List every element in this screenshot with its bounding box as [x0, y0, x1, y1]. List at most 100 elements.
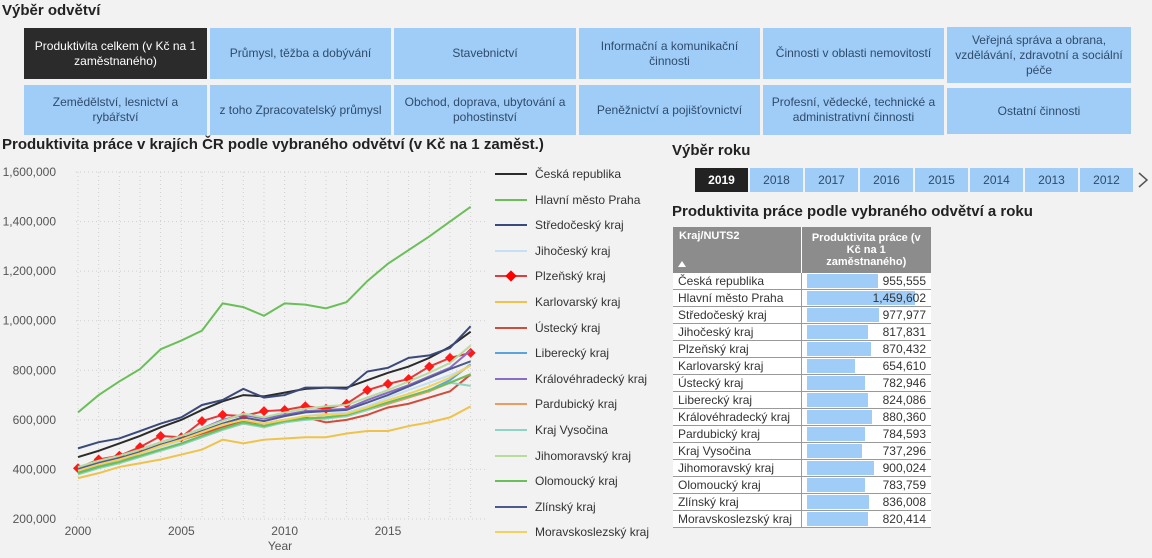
series-line — [77, 205, 472, 414]
region-name: Česká republika — [673, 273, 802, 290]
value-text: 870,432 — [882, 342, 926, 356]
chart-title: Produktivita práce v krajích ČR podle vy… — [2, 136, 544, 153]
data-point — [382, 378, 393, 389]
value-bar — [806, 478, 865, 492]
data-point — [279, 404, 290, 415]
table-row[interactable]: Česká republika 955,555 — [673, 273, 931, 290]
table-row[interactable]: Středočeský kraj 977,977 — [673, 306, 931, 324]
legend-label: Plzeňský kraj — [535, 269, 606, 284]
sector-button[interactable]: Zemědělství, lesnictví a rybářství — [24, 85, 207, 135]
table-row[interactable]: Královéhradecký kraj 880,360 — [673, 408, 931, 426]
y-tick-label: 800,000 — [13, 363, 57, 377]
data-point — [424, 361, 435, 372]
table-row[interactable]: Jihočeský kraj 817,831 — [673, 323, 931, 341]
legend-item[interactable]: Plzeňský kraj — [495, 266, 606, 286]
legend-item[interactable]: Olomoucký kraj — [495, 471, 618, 491]
productivity-value: 824,086 — [801, 391, 931, 409]
legend-item[interactable]: Moravskoslezský kraj — [495, 522, 649, 542]
productivity-value: 900,024 — [801, 459, 931, 477]
value-text: 820,414 — [882, 512, 926, 526]
table-row[interactable]: Liberecký kraj 824,086 — [673, 391, 931, 409]
value-bar — [806, 325, 868, 339]
legend-item[interactable]: Kraj Vysočina — [495, 420, 608, 440]
sector-button[interactable]: Peněžnictví a pojišťovnictví — [579, 85, 760, 135]
data-point — [341, 398, 352, 409]
legend-item[interactable]: Karlovarský kraj — [495, 292, 620, 312]
data-point — [362, 385, 373, 396]
sector-button[interactable]: Produktivita celkem (v Kč na 1 zaměstnan… — [24, 28, 207, 79]
table-row[interactable]: Hlavní město Praha 1,459,602 — [673, 289, 931, 307]
legend-swatch — [495, 480, 527, 483]
legend-item[interactable]: Liberecký kraj — [495, 343, 609, 363]
column-header-productivity[interactable]: Produktivita práce (v Kč na 1 zaměstnané… — [801, 227, 931, 273]
table-row[interactable]: Ústecký kraj 782,946 — [673, 374, 931, 392]
sector-button[interactable]: Profesní, vědecké, technické a administr… — [763, 85, 944, 135]
productivity-value: 880,360 — [801, 408, 931, 426]
table-row[interactable]: Plzeňský kraj 870,432 — [673, 340, 931, 358]
sector-button[interactable]: Ostatní činnosti — [947, 88, 1131, 134]
table-row[interactable]: Moravskoslezský kraj 820,414 — [673, 510, 931, 528]
year-heading: Výběr roku — [672, 142, 751, 159]
region-name: Středočeský kraj — [673, 306, 802, 324]
year-button-2014[interactable]: 2014 — [970, 168, 1023, 192]
year-button-2019[interactable]: 2019 — [695, 168, 748, 192]
year-button-2013[interactable]: 2013 — [1025, 168, 1078, 192]
sector-button[interactable]: Stavebnictví — [394, 28, 576, 79]
y-tick-label: 600,000 — [13, 413, 57, 427]
legend-swatch — [495, 352, 527, 355]
data-point — [320, 403, 331, 414]
legend-item[interactable]: Královéhradecký kraj — [495, 369, 647, 389]
year-button-2017[interactable]: 2017 — [805, 168, 858, 192]
value-bar — [806, 274, 878, 288]
legend-item[interactable]: Středočeský kraj — [495, 215, 624, 235]
chevron-right-icon[interactable] — [1136, 170, 1150, 190]
productivity-value: 955,555 — [801, 273, 931, 290]
x-tick-label: 2015 — [375, 524, 402, 538]
legend-item[interactable]: Česká republika — [495, 164, 621, 184]
sector-button[interactable]: Informační a komunikační činnosti — [579, 28, 760, 79]
sector-button[interactable]: Veřejná správa a obrana, vzdělávání, zdr… — [947, 27, 1131, 83]
legend-item[interactable]: Ústecký kraj — [495, 318, 600, 338]
region-name: Jihočeský kraj — [673, 323, 802, 341]
legend-item[interactable]: Pardubický kraj — [495, 394, 617, 414]
value-bar — [806, 512, 868, 526]
table-row[interactable]: Zlínský kraj 836,008 — [673, 493, 931, 511]
legend-item[interactable]: Zlínský kraj — [495, 497, 596, 517]
year-button-2012[interactable]: 2012 — [1080, 168, 1133, 192]
region-name: Pardubický kraj — [673, 425, 802, 443]
sector-button[interactable]: z toho Zpracovatelský průmysl — [210, 85, 391, 135]
legend-swatch — [495, 224, 527, 227]
sector-button[interactable]: Průmysl, těžba a dobývání — [210, 28, 391, 79]
legend-item[interactable]: Hlavní město Praha — [495, 190, 640, 210]
y-tick-label: 200,000 — [13, 512, 57, 526]
column-header-region[interactable]: Kraj/NUTS2 — [673, 227, 802, 273]
table-row[interactable]: Olomoucký kraj 783,759 — [673, 476, 931, 494]
x-tick-label: 2010 — [271, 524, 298, 538]
value-text: 1,459,602 — [872, 291, 926, 305]
legend-label: Pardubický kraj — [535, 397, 618, 412]
legend-swatch — [495, 377, 527, 380]
sector-button[interactable]: Obchod, doprava, ubytování a pohostinstv… — [394, 85, 576, 135]
sector-button[interactable]: Činnosti v oblasti nemovitostí — [763, 28, 944, 79]
year-button-2016[interactable]: 2016 — [860, 168, 913, 192]
value-text: 817,831 — [882, 325, 926, 339]
legend-item[interactable]: Jihočeský kraj — [495, 241, 610, 261]
legend-swatch — [495, 454, 527, 457]
region-name: Kraj Vysočina — [673, 442, 802, 460]
y-tick-label: 1,200,000 — [3, 264, 57, 278]
productivity-value: 836,008 — [801, 493, 931, 511]
table-row[interactable]: Jihomoravský kraj 900,024 — [673, 459, 931, 477]
legend-swatch — [495, 326, 527, 329]
table-row[interactable]: Karlovarský kraj 654,610 — [673, 357, 931, 375]
legend-label: Moravskoslezský kraj — [535, 525, 650, 540]
table-row[interactable]: Pardubický kraj 784,593 — [673, 425, 931, 443]
y-tick-label: 1,000,000 — [3, 314, 57, 328]
year-button-2018[interactable]: 2018 — [750, 168, 803, 192]
sort-up-icon[interactable] — [678, 258, 686, 270]
value-text: 880,360 — [882, 410, 926, 424]
legend-swatch — [495, 301, 527, 303]
year-button-2015[interactable]: 2015 — [915, 168, 968, 192]
table-row[interactable]: Kraj Vysočina 737,296 — [673, 442, 931, 460]
legend-item[interactable]: Jihomoravský kraj — [495, 446, 631, 466]
legend-label: Hlavní město Praha — [535, 192, 641, 207]
